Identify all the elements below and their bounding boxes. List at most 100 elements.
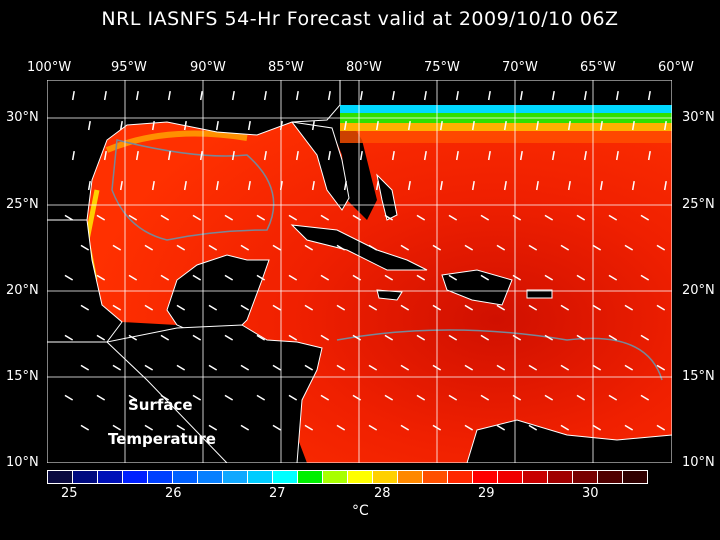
wind-arrow [192,274,202,281]
wind-arrow [455,151,459,161]
wind-arrow [288,214,298,221]
wind-arrow [519,91,523,101]
colorbar-swatch [122,470,147,484]
wind-arrow [544,334,554,341]
wind-arrow [71,91,75,101]
wind-arrow [624,244,634,251]
wind-arrow [359,91,363,101]
colorbar-swatch [447,470,472,484]
wind-arrow [272,304,282,311]
wind-arrow [128,394,138,401]
wind-arrow [544,274,554,281]
wind-arrow [112,424,122,431]
lon-label: 95°W [111,60,147,75]
cool-band-orange [340,123,672,131]
wind-arrow [375,181,379,191]
lat-label: 15°N [682,369,715,384]
wind-arrow [439,121,443,131]
wind-arrow [352,334,362,341]
colorbar [47,470,648,484]
wind-arrow [352,274,362,281]
wind-arrow [512,334,522,341]
colorbar-swatch [572,470,597,484]
wind-arrow [304,304,314,311]
wind-arrow [208,304,218,311]
wind-arrow [544,214,554,221]
cuba [290,224,428,271]
wind-arrow [608,274,618,281]
wind-arrow [592,244,602,251]
wind-arrow [64,214,74,221]
yucatan [166,254,270,346]
wind-arrow [496,244,506,251]
wind-arrow [112,364,122,371]
wind-arrow [304,244,314,251]
wind-arrow [448,274,458,281]
wind-arrow [400,424,410,431]
wind-arrow [183,121,187,131]
wind-arrow [592,364,602,371]
wind-arrow [608,334,618,341]
colorbar-tick: 27 [269,486,286,501]
lon-label: 90°W [190,60,226,75]
wind-arrow [352,214,362,221]
wind-arrow [247,121,251,131]
wind-arrow [288,394,298,401]
wind-arrow [544,394,554,401]
wind-arrow [423,91,427,101]
cool-band-cyan [340,105,672,113]
hispaniola [441,269,513,306]
lat-label: 20°N [682,283,715,298]
colorbar-swatch [247,470,272,484]
puerto-rico [526,289,553,299]
wind-arrow [311,181,315,191]
wind-arrow [576,274,586,281]
wind-arrow [416,394,426,401]
wind-arrow [359,151,363,161]
wind-arrow [503,121,507,131]
map-title: NRL IASNFS 54-Hr Forecast valid at 2009/… [101,8,619,30]
colorbar-swatch [322,470,347,484]
wind-arrow [464,364,474,371]
colorbar-swatch [622,470,648,484]
colorbar-swatch [422,470,447,484]
lat-label: 30°N [6,110,39,125]
colorbar-swatch [197,470,222,484]
wind-arrow [487,91,491,101]
wind-arrow [320,394,330,401]
wind-arrow [615,91,619,101]
wind-arrow [71,151,75,161]
wind-arrow [64,394,74,401]
wind-arrow [231,151,235,161]
wind-arrow [64,334,74,341]
wind-arrow [384,274,394,281]
wind-arrow [663,181,667,191]
lat-label: 10°N [682,455,715,470]
wind-arrow [112,304,122,311]
wind-arrow [144,424,154,431]
wind-arrow [336,364,346,371]
lon-label: 80°W [346,60,382,75]
wind-arrow [528,364,538,371]
wind-arrow [624,424,634,431]
wind-arrow [391,91,395,101]
wind-arrow [423,151,427,161]
wind-arrow [416,274,426,281]
colorbar-swatch [297,470,322,484]
wind-arrow [288,274,298,281]
wind-arrow [535,181,539,191]
colorbar-unit: °C [352,503,369,519]
wind-arrow [199,151,203,161]
wind-arrow [183,181,187,191]
wind-arrow [96,334,106,341]
lon-label: 75°W [424,60,460,75]
wind-arrow [631,181,635,191]
colorbar-swatch [147,470,172,484]
wind-arrow [119,121,123,131]
wind-arrow [263,91,267,101]
wind-arrow [560,244,570,251]
shelf-water [105,130,248,153]
wind-arrow [112,244,122,251]
wind-arrow [592,304,602,311]
wind-arrow [103,151,107,161]
